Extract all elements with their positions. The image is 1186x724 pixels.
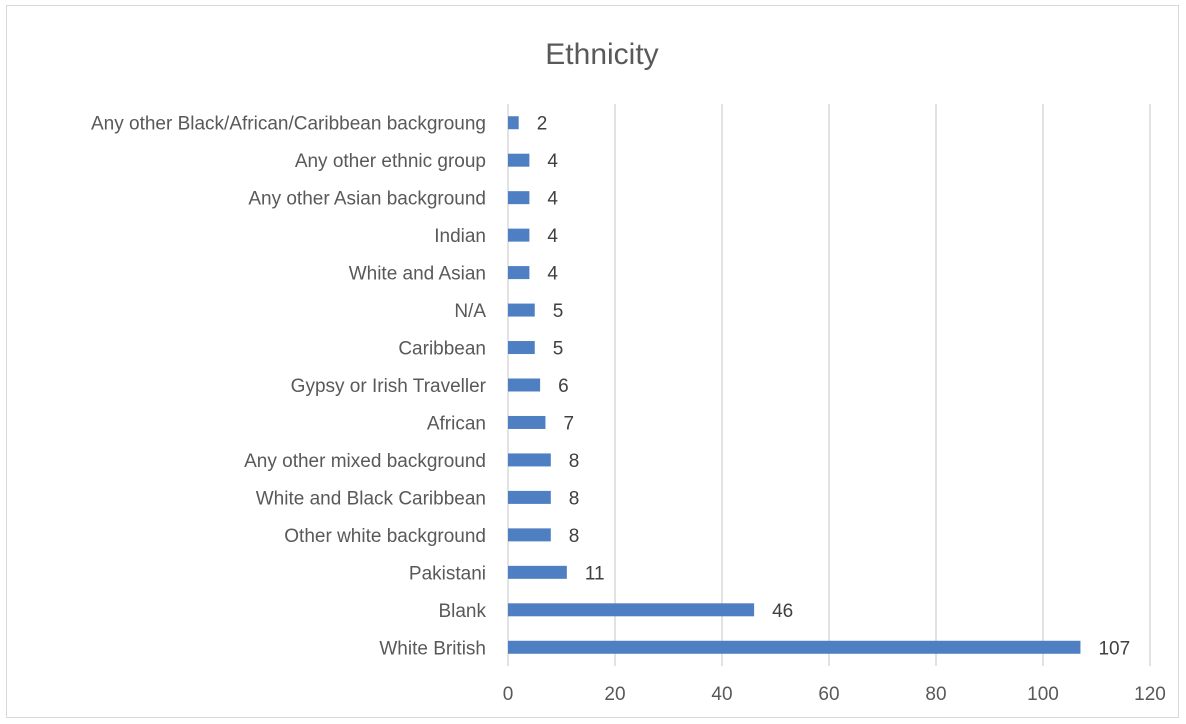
category-label: Indian xyxy=(434,226,486,247)
data-label: 5 xyxy=(553,301,564,322)
data-label: 5 xyxy=(553,339,564,360)
data-label: 4 xyxy=(547,151,558,172)
x-tick-label: 60 xyxy=(818,684,839,705)
category-label: Caribbean xyxy=(398,339,486,360)
category-label: N/A xyxy=(454,301,486,322)
category-label: African xyxy=(427,413,486,434)
bar xyxy=(508,341,535,355)
data-label: 4 xyxy=(547,264,558,285)
x-tick-label: 100 xyxy=(1027,684,1059,705)
x-tick-label: 20 xyxy=(604,684,625,705)
bar xyxy=(508,116,519,130)
data-label: 11 xyxy=(585,563,605,584)
data-label: 4 xyxy=(547,189,558,210)
data-label: 4 xyxy=(547,226,558,247)
category-label: Any other Black/African/Caribbean backgr… xyxy=(91,114,486,135)
category-label: White and Asian xyxy=(349,264,486,285)
data-label: 6 xyxy=(558,376,569,397)
bar xyxy=(508,603,755,617)
x-tick-label: 0 xyxy=(503,684,514,705)
category-label: White British xyxy=(379,638,486,659)
bar xyxy=(508,490,551,504)
x-axis-ticks: 0 20 40 60 80 100 120 xyxy=(503,684,1166,705)
bar xyxy=(508,378,541,392)
bar xyxy=(508,565,567,579)
bar xyxy=(508,640,1081,654)
category-labels: Any other Black/African/Caribbean backgr… xyxy=(91,114,487,660)
bar xyxy=(508,228,530,242)
bar xyxy=(508,153,530,167)
data-label: 8 xyxy=(569,451,580,472)
category-label: Other white background xyxy=(284,526,486,547)
x-tick-label: 40 xyxy=(711,684,732,705)
category-label: Gypsy or Irish Traveller xyxy=(291,376,487,397)
x-tick-label: 120 xyxy=(1134,684,1166,705)
bar xyxy=(508,191,530,205)
data-label: 8 xyxy=(569,488,580,509)
bar xyxy=(508,266,530,280)
chart-title: Ethnicity xyxy=(545,38,658,71)
category-label: Any other mixed background xyxy=(244,451,486,472)
data-label: 8 xyxy=(569,526,580,547)
x-tick-label: 80 xyxy=(925,684,946,705)
category-label: Any other ethnic group xyxy=(295,151,486,172)
data-label: 46 xyxy=(772,601,793,622)
bar xyxy=(508,528,551,542)
data-label: 2 xyxy=(537,114,548,135)
chart-frame xyxy=(6,5,1179,718)
data-label: 7 xyxy=(563,413,574,434)
bar xyxy=(508,453,551,467)
category-label: Pakistani xyxy=(409,563,486,584)
bar xyxy=(508,303,535,317)
category-label: Blank xyxy=(438,601,486,622)
bar xyxy=(508,415,546,429)
category-label: White and Black Caribbean xyxy=(256,488,486,509)
category-label: Any other Asian background xyxy=(248,189,486,210)
data-label: 107 xyxy=(1098,638,1130,659)
